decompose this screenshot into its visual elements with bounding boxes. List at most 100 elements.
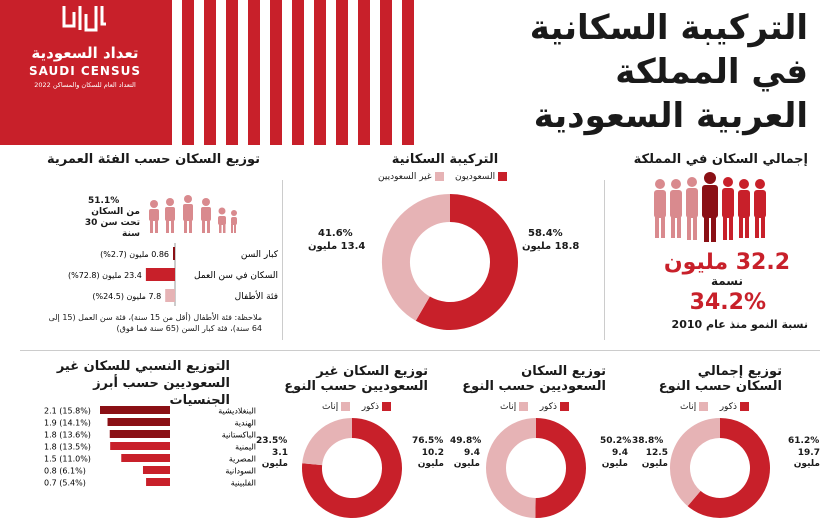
age-bar [145,268,175,281]
gender-non-saudi-legend: ذكور إناث [322,402,391,412]
growth-rate-label: نسبة النمو منذ عام 2010 [671,318,808,331]
nationalities-title: التوزيع النسبي للسكان غير السعوديين حسب … [56,359,230,408]
logo-english: SAUDI CENSUS [29,64,141,78]
composition-saudi-pct: 58.4% [528,228,563,239]
title-line-2: في المملكة [615,52,808,92]
gender-saudi-title: توزيع السكان السعوديين حسب النوع [462,364,606,394]
nationality-value-label: 1.9 (14.1%) [44,419,91,428]
gender-total-donut-chart [670,418,770,518]
composition-legend: السعوديون غير السعوديين [378,172,508,182]
total-population-value: 32.2 مليون [663,250,790,275]
nationality-value-label: 1.8 (13.5%) [44,443,91,452]
gender-saudi-male-abs: 9.4 مليون [601,448,628,469]
age-category-label: فئة الأطفال [235,290,278,302]
gender-saudi-female-pct: 49.8% [450,436,482,446]
divider-2 [282,180,283,340]
header-stripes [160,0,414,145]
page-title: التركيبة السكانية في المملكة العربية الس… [508,6,808,138]
composition-non-saudi-pct: 41.6% [318,228,353,239]
age-people-icon [149,195,237,233]
legend-non-saudi: غير السعوديين [378,172,444,182]
age-section-title: توزيع السكان حسب الفئة العمرية [47,152,260,167]
nationality-category-label: المصرية [229,455,256,464]
gender-non-saudi-female-abs: 3.1 مليون [261,448,288,469]
legend-male: ذكور [362,402,391,412]
nationality-category-label: الباكستانية [222,431,256,440]
gender-saudi-male-pct: 50.2% [600,436,632,446]
legend-female: إناث [680,402,709,412]
logo-arabic: تعداد السعودية [31,44,139,62]
people-group-icon [654,172,766,242]
nationality-bar [121,454,170,462]
nationality-value-label: 1.8 (13.6%) [44,431,91,440]
nationality-value-label: 2.1 (15.8%) [44,407,91,416]
donut-slice-female [302,418,353,466]
total-population-label: نسمة [710,274,743,288]
donut-slice-saudi [415,194,518,330]
legend-saudi: السعوديون [455,172,508,182]
gender-total-male-pct: 61.2% [788,436,820,446]
composition-title: التركيبة السكانية [391,152,499,167]
divider-1 [604,180,605,340]
donut-slice-male [535,418,586,518]
age-value-label: 23.4 مليون (72.8%) [68,271,142,280]
nationality-category-label: السودانية [225,467,256,476]
gender-total-male-abs: 19.7 مليون [793,448,820,469]
nationality-value-label: 0.7 (5.4%) [44,479,86,488]
total-section-title: إجمالي السكان في المملكة [633,152,808,167]
nationality-bar [110,442,170,450]
legend-female: إناث [500,402,529,412]
legend-female: إناث [322,402,351,412]
age-bar [165,289,175,302]
nationalities-bar-chart: 2.1 (15.8%) البنغلاديشية 1.9 (14.1%) الهندي… [44,406,256,488]
donut-slice-non-saudi [382,194,451,321]
composition-non-saudi-abs: 13.4 مليون [308,241,366,252]
donut-slice-female [670,418,721,507]
gender-saudi-legend: ذكور إناث [500,402,569,412]
gender-non-saudi-male-pct: 76.5% [412,436,444,446]
under30-pct: 51.1% [88,196,120,206]
gender-total-female-abs: 12.5 مليون [641,448,668,469]
gender-saudi-donut-chart [486,418,586,518]
nationality-bar [100,406,170,414]
gender-non-saudi-male-abs: 10.2 مليون [417,448,444,469]
nationality-category-label: الهندية [235,419,256,428]
nationality-bar [146,478,170,486]
census-logo: تعداد السعودية SAUDI CENSUS التعداد العا… [0,0,170,145]
nationality-category-label: الفلبينية [231,479,256,488]
title-line-1: التركيبة السكانية [529,8,808,48]
age-value-label: 7.8 مليون (24.5%) [92,292,161,301]
nationality-category-label: البنغلاديشية [218,407,256,416]
legend-male: ذكور [720,402,749,412]
donut-slice-female [486,418,537,518]
nationality-category-label: اليمنية [235,443,256,452]
age-value-label: 0.86 مليون (2.7%) [100,250,169,259]
gender-non-saudi-female-pct: 23.5% [256,436,288,446]
age-category-label: السكان في سن العمل [194,271,278,281]
title-line-3: العربية السعودية [533,96,808,136]
nationality-bar [109,430,170,438]
gender-total-title: توزيع إجمالي السكان حسب النوع [658,364,782,394]
age-bar-chart: كبار السن 0.86 مليون (2.7%) السكان في سن ا… [68,243,279,306]
nationality-bar [107,418,170,426]
nationality-value-label: 1.5 (11.0%) [44,455,91,464]
age-category-label: كبار السن [241,250,279,260]
gender-non-saudi-title: توزيع السكان غير السعوديين حسب النوع [284,364,428,394]
header-banner: تعداد السعودية SAUDI CENSUS التعداد العا… [0,0,838,145]
legend-male: ذكور [540,402,569,412]
age-bar [173,247,175,260]
composition-donut-chart [382,194,518,330]
growth-rate-value: 34.2% [689,290,766,315]
census-logo-icon [62,6,106,32]
gender-total-legend: ذكور إناث [680,402,749,412]
gender-total-female-pct: 38.8% [632,436,664,446]
logo-subtitle: التعداد العام للسكان والمساكن 2022 [34,81,136,89]
composition-saudi-abs: 18.8 مليون [522,241,580,252]
nationality-value-label: 0.8 (6.1%) [44,467,86,476]
gender-saudi-female-abs: 9.4 مليون [453,448,480,469]
nationality-bar [142,466,170,474]
gender-non-saudi-donut-chart [302,418,402,518]
under30-label: من السكان تحت سن 30 سنة [84,207,140,239]
divider-horizontal [20,350,820,351]
age-note: ملاحظة: فئة الأطفال (أقل من 15 سنة)، فئة… [48,313,262,333]
